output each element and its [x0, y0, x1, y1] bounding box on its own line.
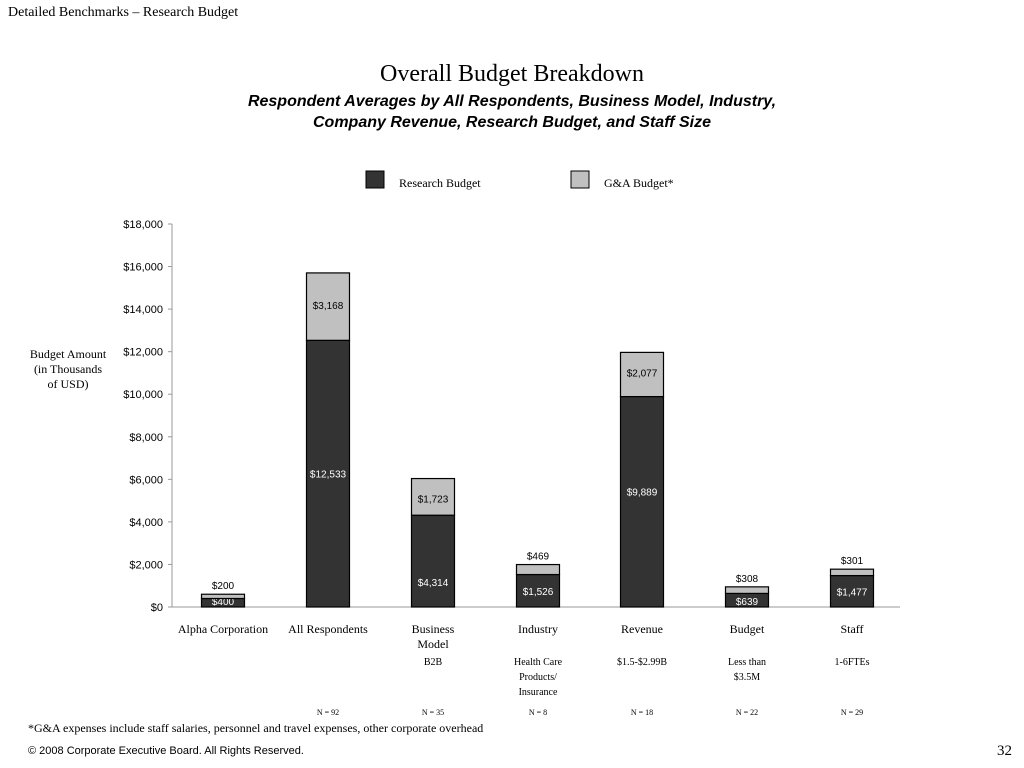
bar-research — [515, 573, 561, 608]
y-axis-label: Budget Amount (in Thousands of USD) — [20, 347, 116, 392]
legend-swatch — [365, 170, 385, 189]
category-sublabel: 1-6FTEs — [835, 657, 870, 668]
sample-size: N = 22 — [736, 708, 758, 717]
y-tick-label: $12,000 — [123, 347, 163, 359]
category-sublabel: $3.5M — [734, 672, 761, 683]
y-tick-label: $8,000 — [129, 432, 163, 444]
data-label: $400 — [212, 597, 235, 608]
category-label: Industry — [518, 622, 558, 636]
y-label-line: of USD) — [47, 377, 89, 391]
y-tick-label: $10,000 — [123, 389, 163, 401]
y-label-line: Budget Amount — [29, 347, 107, 361]
bar-research — [410, 514, 456, 608]
category-label: Budget — [730, 622, 765, 636]
category-label: Business — [412, 622, 455, 636]
page-number: 32 — [997, 743, 1012, 759]
bar-ga — [200, 593, 246, 600]
data-label: $200 — [212, 581, 235, 592]
bar-ga — [410, 477, 456, 516]
data-label: $3,168 — [313, 301, 344, 312]
y-tick-label: $4,000 — [129, 517, 163, 529]
category-label: Revenue — [621, 622, 663, 636]
category-label: Model — [417, 637, 449, 651]
data-label: $2,077 — [627, 368, 658, 379]
y-tick-label: $2,000 — [129, 559, 163, 571]
chart-title: Overall Budget Breakdown — [380, 61, 644, 87]
sample-size: N = 92 — [317, 708, 339, 717]
legend-label: Research Budget — [399, 176, 481, 190]
y-tick-label: $0 — [151, 602, 163, 614]
category-sublabel: Health Care — [514, 657, 563, 668]
subtitle-line: Respondent Averages by All Respondents, … — [247, 93, 777, 110]
bar-research — [305, 339, 351, 608]
data-label: $1,477 — [837, 587, 868, 598]
y-label-line: (in Thousands — [33, 362, 103, 376]
legend-label: G&A Budget* — [604, 176, 674, 190]
legend-swatch — [570, 170, 590, 189]
y-tick-label: $6,000 — [129, 474, 163, 486]
copyright: © 2008 Corporate Executive Board. All Ri… — [28, 745, 304, 757]
data-label: $4,314 — [418, 578, 449, 589]
data-label: $301 — [841, 556, 864, 567]
chart-subtitle: Respondent Averages by All Respondents, … — [0, 91, 1024, 133]
bar-ga — [829, 568, 875, 577]
subtitle-line: Company Revenue, Research Budget, and St… — [312, 114, 712, 131]
y-tick-label: $18,000 — [123, 219, 163, 231]
slide-header: Detailed Benchmarks – Research Budget — [8, 5, 239, 20]
data-label: $1,723 — [418, 495, 449, 506]
data-label: $308 — [736, 574, 759, 585]
data-label: $12,533 — [310, 470, 347, 481]
category-sublabel: Insurance — [519, 687, 558, 698]
bar-ga — [305, 272, 351, 341]
data-label: $1,526 — [523, 587, 554, 598]
footnote: *G&A expenses include staff salaries, pe… — [28, 721, 484, 735]
y-tick-label: $14,000 — [123, 304, 163, 316]
category-sublabel: $1.5-$2.99B — [617, 657, 667, 668]
category-sublabel: Products/ — [519, 672, 557, 683]
bar-research — [619, 395, 665, 608]
bar-ga — [515, 563, 561, 576]
category-label: All Respondents — [288, 622, 368, 636]
sample-size: N = 29 — [841, 708, 863, 717]
bar-ga — [724, 586, 770, 595]
data-label: $9,889 — [627, 487, 658, 498]
category-sublabel: Less than — [728, 657, 766, 668]
sample-size: N = 8 — [529, 708, 547, 717]
data-label: $469 — [527, 552, 550, 563]
category-label: Staff — [840, 622, 863, 636]
sample-size: N = 18 — [631, 708, 653, 717]
sample-size: N = 35 — [422, 708, 444, 717]
bar-research — [829, 574, 875, 608]
y-tick-label: $16,000 — [123, 262, 163, 274]
category-label: Alpha Corporation — [178, 622, 268, 636]
data-label: $639 — [736, 597, 759, 608]
category-sublabel: B2B — [424, 657, 443, 668]
bar-ga — [619, 351, 665, 398]
